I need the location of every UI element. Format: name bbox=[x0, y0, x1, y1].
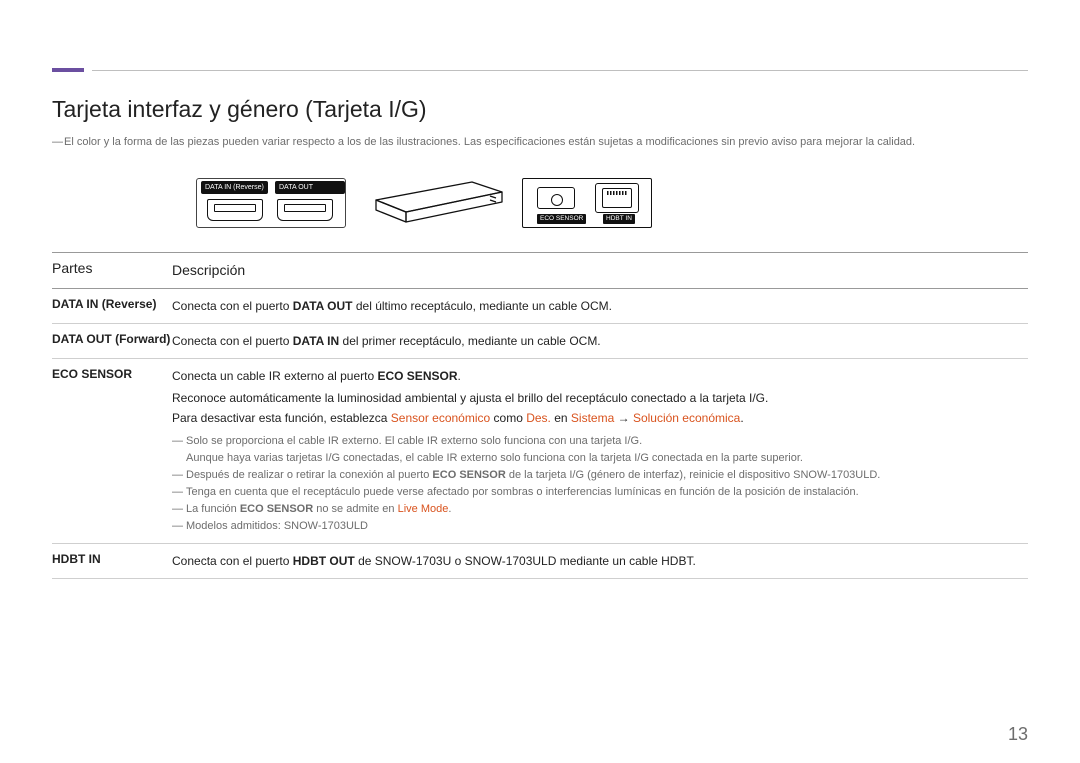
eco-sensor-icon bbox=[537, 187, 575, 209]
sub-note: ―Modelos admitidos: SNOW-1703ULD bbox=[172, 518, 1028, 535]
dash-icon: ― bbox=[172, 467, 186, 484]
diagram-label-eco: ECO SENSOR bbox=[537, 214, 586, 224]
text: Conecta con el puerto bbox=[172, 554, 293, 568]
text-orange: Des. bbox=[526, 411, 551, 425]
table-row: HDBT IN Conecta con el puerto HDBT OUT d… bbox=[52, 544, 1028, 579]
disclaimer-text: El color y la forma de las piezas pueden… bbox=[64, 136, 915, 148]
text-bold: HDBT OUT bbox=[293, 554, 355, 568]
horizontal-rule bbox=[92, 70, 1028, 71]
diagram-label-hdbt: HDBT IN bbox=[603, 214, 635, 224]
diagram-label-data-out: DATA OUT (Forward) bbox=[275, 181, 345, 194]
text: Conecta un cable IR externo al puerto bbox=[172, 369, 377, 383]
table-row: DATA OUT (Forward) Conecta con el puerto… bbox=[52, 324, 1028, 359]
part-name: HDBT IN bbox=[52, 544, 172, 578]
eco-line2: Reconoce automáticamente la luminosidad … bbox=[172, 389, 1028, 407]
text-bold: ECO SENSOR bbox=[432, 469, 505, 481]
text: como bbox=[490, 411, 526, 425]
text-bold: ECO SENSOR bbox=[240, 503, 313, 515]
sub-note: ―Después de realizar o retirar la conexi… bbox=[172, 467, 1028, 484]
arrow-icon: → bbox=[614, 411, 633, 425]
sub-note: ―La función ECO SENSOR no se admite en L… bbox=[172, 501, 1028, 518]
text-orange: Solución económica bbox=[633, 411, 740, 425]
text-bold: ECO SENSOR bbox=[377, 369, 457, 383]
accent-bar bbox=[52, 68, 84, 72]
text: . bbox=[457, 369, 460, 383]
hdbt-port-icon bbox=[595, 183, 639, 213]
text: de la tarjeta I/G (género de interfaz), … bbox=[506, 469, 881, 481]
note-text: Tenga en cuenta que el receptáculo puede… bbox=[186, 484, 1028, 501]
text-indent: Aunque haya varias tarjetas I/G conectad… bbox=[186, 450, 1028, 467]
page-number: 13 bbox=[1008, 724, 1028, 745]
page-title: Tarjeta interfaz y género (Tarjeta I/G) bbox=[52, 96, 427, 123]
text: . bbox=[448, 503, 451, 515]
card-svg-icon bbox=[362, 174, 512, 230]
table-row-eco: ECO SENSOR Conecta un cable IR externo a… bbox=[52, 359, 1028, 544]
sub-note: ―Tenga en cuenta que el receptáculo pued… bbox=[172, 484, 1028, 501]
text-bold: DATA IN bbox=[293, 334, 339, 348]
parts-table: Partes Descripción DATA IN (Reverse) Con… bbox=[52, 252, 1028, 579]
dash-icon: ― bbox=[52, 136, 64, 148]
text-orange: Live Mode bbox=[398, 503, 449, 515]
part-name: DATA IN (Reverse) bbox=[52, 289, 172, 323]
hdmi-port-icon bbox=[207, 199, 263, 221]
part-desc: Conecta un cable IR externo al puerto EC… bbox=[172, 359, 1028, 543]
hdmi-port-icon bbox=[277, 199, 333, 221]
text: no se admite en bbox=[313, 503, 397, 515]
part-name: ECO SENSOR bbox=[52, 359, 172, 543]
text-orange: Sistema bbox=[571, 411, 614, 425]
text: Solo se proporciona el cable IR externo.… bbox=[186, 435, 642, 447]
card-isometric-diagram bbox=[362, 174, 512, 230]
text: en bbox=[551, 411, 571, 425]
text: Para desactivar esta función, establezca bbox=[172, 411, 391, 425]
text: Conecta con el puerto bbox=[172, 299, 293, 313]
text: del primer receptáculo, mediante un cabl… bbox=[339, 334, 600, 348]
text: La función bbox=[186, 503, 240, 515]
header-desc: Descripción bbox=[172, 253, 1028, 288]
text-orange: Sensor económico bbox=[391, 411, 490, 425]
part-desc: Conecta con el puerto DATA OUT del últim… bbox=[172, 289, 1028, 323]
part-name: DATA OUT (Forward) bbox=[52, 324, 172, 358]
ports-diagram: DATA IN (Reverse) DATA OUT (Forward) bbox=[196, 178, 346, 228]
table-header-row: Partes Descripción bbox=[52, 252, 1028, 289]
dash-icon: ― bbox=[172, 433, 186, 450]
part-desc: Conecta con el puerto DATA IN del primer… bbox=[172, 324, 1028, 358]
sensor-diagram: ECO SENSOR HDBT IN bbox=[522, 178, 652, 228]
header-parts: Partes bbox=[52, 253, 172, 288]
text: del último receptáculo, mediante un cabl… bbox=[353, 299, 612, 313]
note-text: Solo se proporciona el cable IR externo.… bbox=[186, 433, 1028, 467]
note-text: Después de realizar o retirar la conexió… bbox=[186, 467, 1028, 484]
manual-page: Tarjeta interfaz y género (Tarjeta I/G) … bbox=[0, 0, 1080, 763]
note-text: La función ECO SENSOR no se admite en Li… bbox=[186, 501, 1028, 518]
diagram-row: DATA IN (Reverse) DATA OUT (Forward) ECO… bbox=[52, 168, 692, 238]
part-desc: Conecta con el puerto HDBT OUT de SNOW-1… bbox=[172, 544, 1028, 578]
eco-line1: Conecta un cable IR externo al puerto EC… bbox=[172, 367, 1028, 385]
dash-icon: ― bbox=[172, 484, 186, 501]
text: Después de realizar o retirar la conexió… bbox=[186, 469, 432, 481]
eco-line3: Para desactivar esta función, establezca… bbox=[172, 409, 1028, 427]
disclaimer-note: ―El color y la forma de las piezas puede… bbox=[52, 136, 1028, 148]
table-row: DATA IN (Reverse) Conecta con el puerto … bbox=[52, 289, 1028, 324]
sub-note: ―Solo se proporciona el cable IR externo… bbox=[172, 433, 1028, 467]
text: . bbox=[740, 411, 743, 425]
text: Conecta con el puerto bbox=[172, 334, 293, 348]
text-bold: DATA OUT bbox=[293, 299, 353, 313]
note-text: Modelos admitidos: SNOW-1703ULD bbox=[186, 518, 1028, 535]
diagram-label-data-in: DATA IN (Reverse) bbox=[201, 181, 268, 194]
dash-icon: ― bbox=[172, 501, 186, 518]
dash-icon: ― bbox=[172, 518, 186, 535]
text: de SNOW-1703U o SNOW-1703ULD mediante un… bbox=[355, 554, 696, 568]
